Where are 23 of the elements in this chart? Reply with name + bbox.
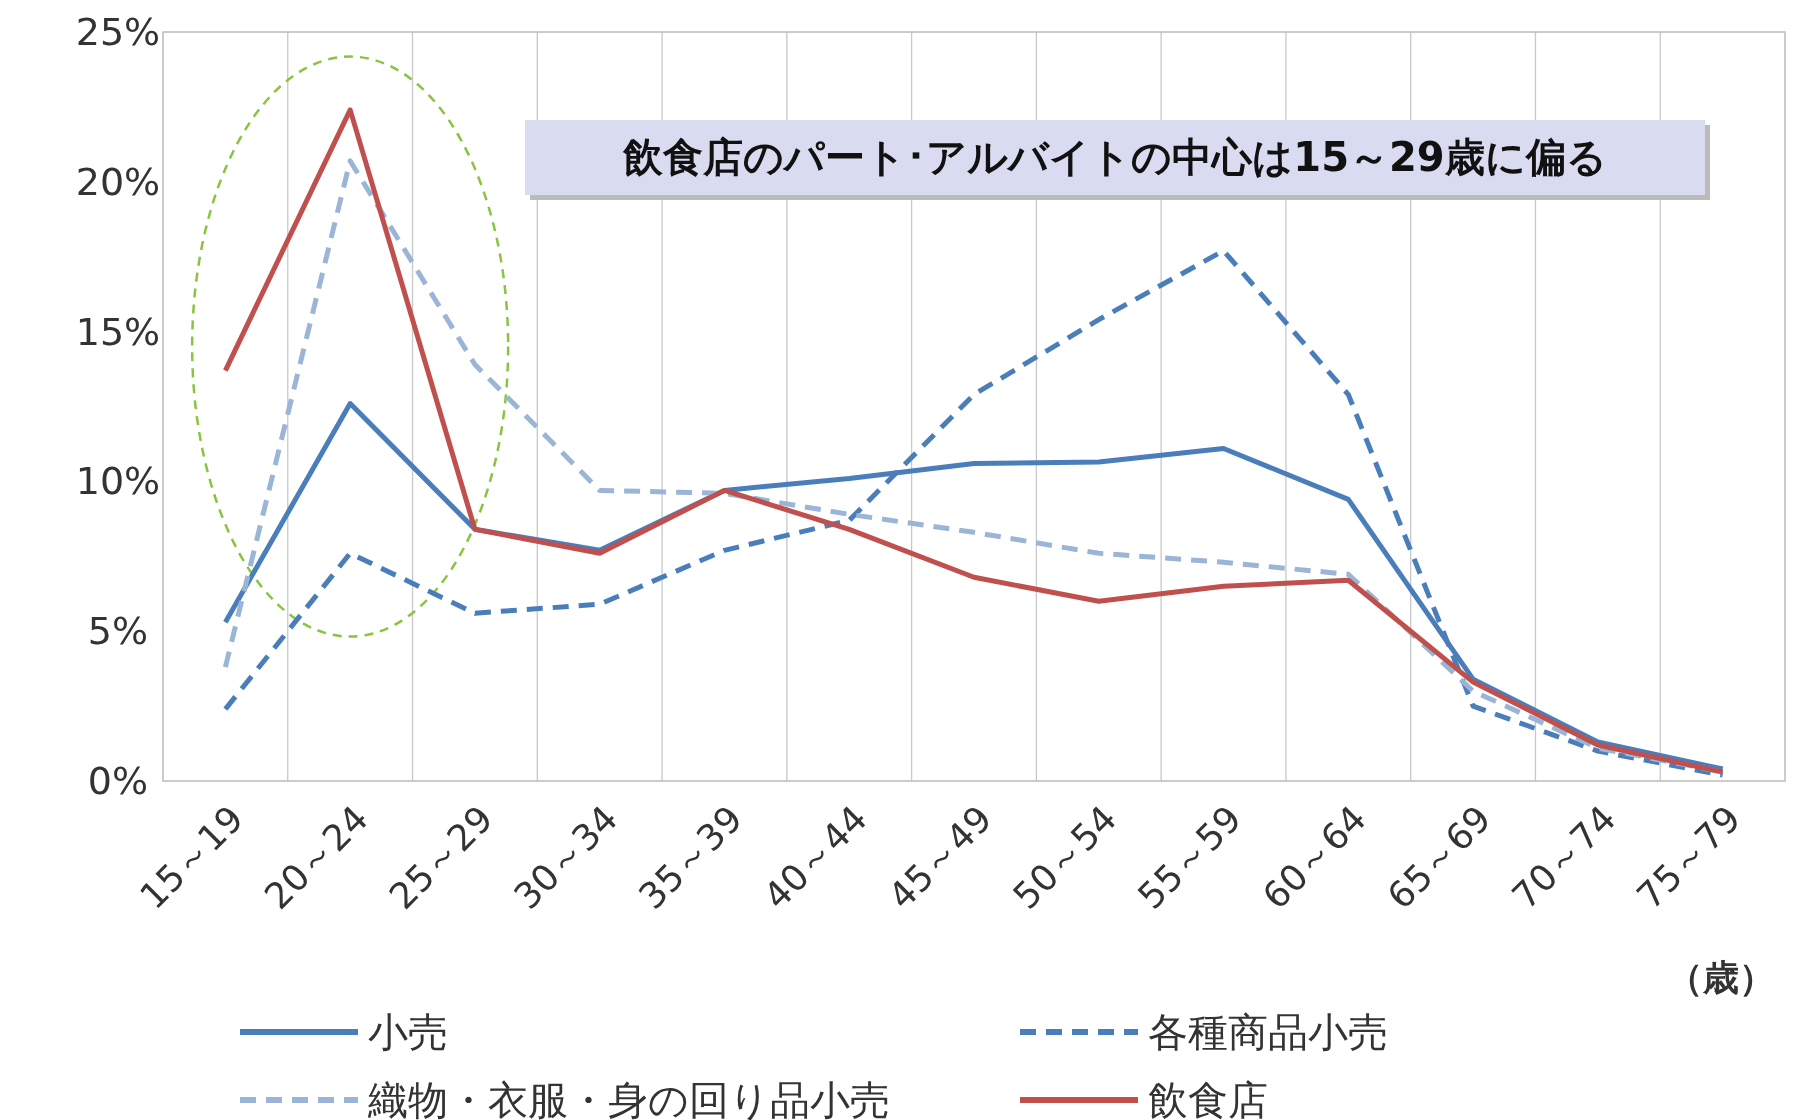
x-tick-label: 45～49: [880, 797, 1000, 917]
y-tick-label: 25%: [75, 10, 161, 54]
y-tick-label: 20%: [75, 159, 161, 204]
x-tick-label: 75～79: [1629, 797, 1749, 917]
legend-label: 織物・衣服・身の回り品小売: [367, 1077, 890, 1120]
x-axis-title: （歳）: [1667, 957, 1775, 998]
x-tick-label: 25～29: [381, 797, 501, 917]
x-tick-label: 30～34: [506, 797, 626, 917]
x-tick-label: 20～24: [256, 797, 376, 917]
y-tick-label: 5%: [87, 609, 149, 654]
y-tick-label: 15%: [75, 309, 161, 354]
legend-label: 飲食店: [1148, 1077, 1268, 1120]
legend-label: 各種商品小売: [1148, 1009, 1388, 1055]
y-tick-label: 10%: [75, 459, 161, 504]
x-tick-label: 65～69: [1379, 797, 1499, 917]
x-tick-label: 55～59: [1129, 797, 1250, 917]
legend-label: 小売: [368, 1009, 448, 1055]
x-tick-label: 50～54: [1005, 797, 1125, 917]
x-tick-label: 40～44: [755, 797, 875, 917]
x-tick-label: 35～39: [630, 797, 751, 917]
x-tick-label: 70～74: [1504, 797, 1624, 917]
annotation: 飲食店のパート･アルバイトの中心は15～29歳に偏る: [622, 134, 1607, 180]
x-tick-label: 60～64: [1254, 797, 1374, 917]
